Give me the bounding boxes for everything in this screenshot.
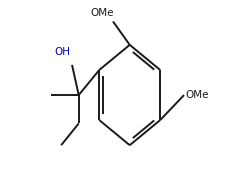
Text: OMe: OMe: [185, 90, 208, 100]
Text: OMe: OMe: [90, 8, 113, 18]
Text: OH: OH: [55, 47, 70, 57]
